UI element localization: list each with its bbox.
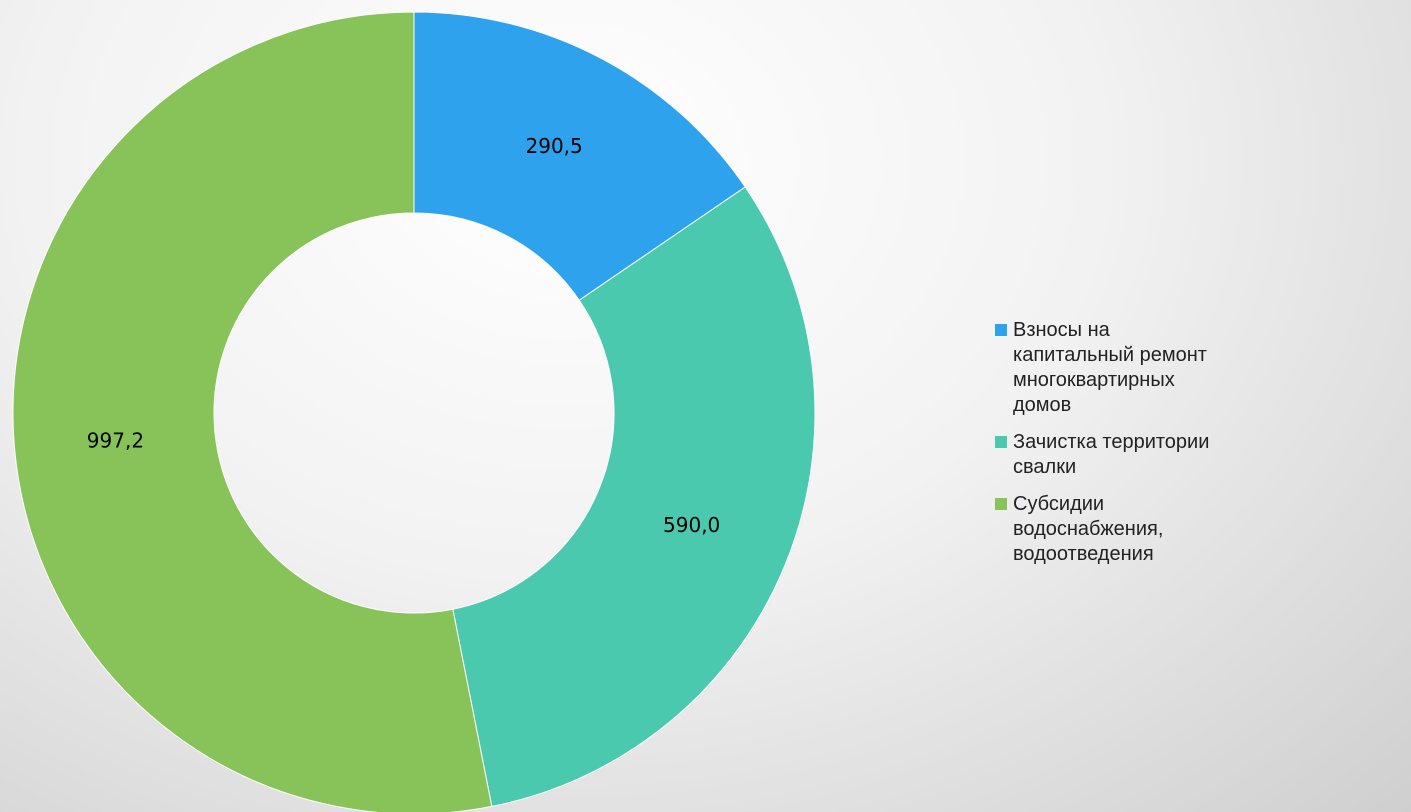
- data-label: 590,0: [663, 513, 720, 537]
- data-label: 997,2: [87, 429, 144, 453]
- legend-label: Взносы на капитальный ремонт многокварти…: [1013, 319, 1207, 416]
- legend-swatch: [995, 436, 1007, 448]
- donut-slice: [12, 11, 493, 812]
- donut-slice: [413, 11, 746, 301]
- legend-label: Зачистка территории свалки: [1013, 431, 1210, 478]
- legend-item: Зачистка территории свалки: [995, 430, 1225, 480]
- legend-label: Субсидии водоснабжения, водоотведения: [1013, 493, 1164, 565]
- legend: Взносы на капитальный ремонт многокварти…: [995, 318, 1225, 579]
- legend-swatch: [995, 324, 1007, 336]
- donut-slice: [452, 186, 816, 807]
- legend-item: Взносы на капитальный ремонт многокварти…: [995, 318, 1225, 418]
- data-label: 290,5: [526, 134, 583, 158]
- legend-swatch: [995, 498, 1007, 510]
- legend-item: Субсидии водоснабжения, водоотведения: [995, 492, 1225, 567]
